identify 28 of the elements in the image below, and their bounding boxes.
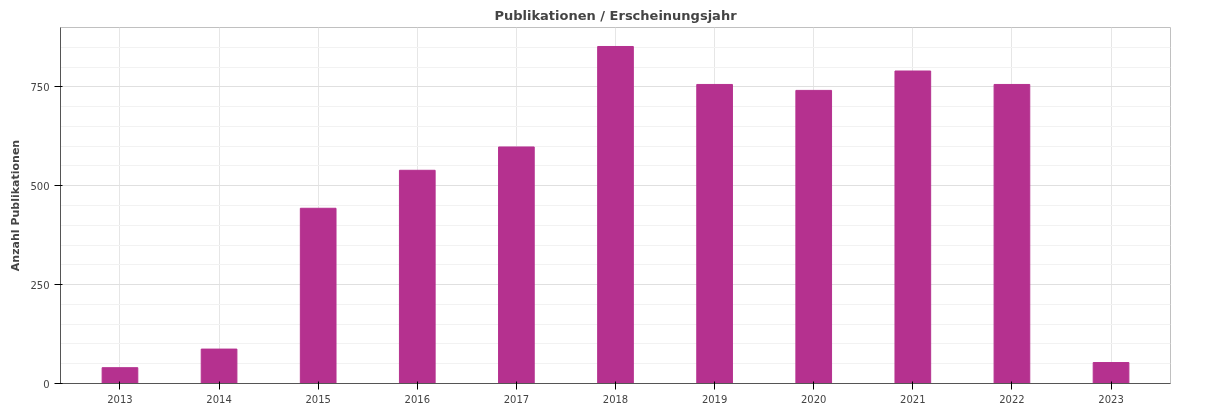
x-tick-label: 2023 bbox=[1098, 393, 1124, 405]
x-tick-label: 2019 bbox=[701, 393, 728, 405]
x-tick-label: 2017 bbox=[503, 393, 530, 405]
chart-title: Publikationen / Erscheinungsjahr bbox=[494, 7, 738, 23]
bar bbox=[597, 45, 634, 384]
bar bbox=[101, 367, 139, 384]
y-tick-label: 500 bbox=[30, 180, 50, 192]
x-tick-label: 2018 bbox=[602, 393, 629, 405]
bar bbox=[200, 348, 238, 384]
bar bbox=[398, 169, 436, 384]
x-tick-label: 2021 bbox=[900, 393, 926, 405]
y-tick-label: 0 bbox=[43, 378, 50, 390]
x-tick-label: 2014 bbox=[206, 393, 232, 405]
y-tick-label: 250 bbox=[30, 279, 50, 291]
bar bbox=[993, 83, 1031, 384]
x-tick-label: 2016 bbox=[404, 393, 431, 405]
x-tick-label: 2013 bbox=[107, 393, 133, 405]
bar bbox=[696, 83, 733, 384]
bar bbox=[299, 207, 337, 384]
bar bbox=[498, 146, 535, 384]
x-tick-label: 2020 bbox=[800, 393, 827, 405]
x-tick-label: 2022 bbox=[999, 393, 1025, 405]
y-tick-label: 750 bbox=[30, 81, 50, 93]
y-axis-title: Anzahl Publikationen bbox=[9, 139, 23, 272]
x-tick-label: 2015 bbox=[305, 393, 331, 405]
bar bbox=[1092, 362, 1130, 384]
bar bbox=[894, 70, 932, 384]
bar bbox=[795, 89, 833, 384]
